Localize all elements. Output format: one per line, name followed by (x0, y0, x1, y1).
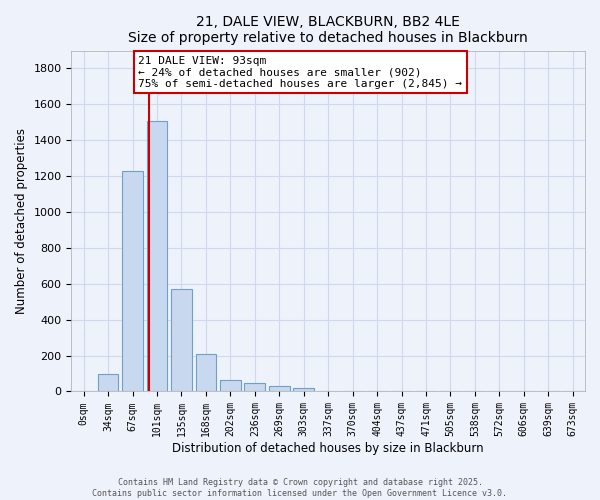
Bar (293, 388, 314, 392)
Bar (244, 384, 265, 392)
Text: 21 DALE VIEW: 93sqm
← 24% of detached houses are smaller (902)
75% of semi-detac: 21 DALE VIEW: 93sqm ← 24% of detached ho… (138, 56, 462, 89)
Bar (98, 374, 118, 392)
Bar (146, 120, 167, 392)
Text: Contains HM Land Registry data © Crown copyright and database right 2025.
Contai: Contains HM Land Registry data © Crown c… (92, 478, 508, 498)
X-axis label: Distribution of detached houses by size in Blackburn: Distribution of detached houses by size … (172, 442, 484, 455)
Y-axis label: Number of detached properties: Number of detached properties (15, 128, 28, 314)
Bar (269, 386, 290, 392)
Bar (196, 354, 217, 392)
Title: 21, DALE VIEW, BLACKBURN, BB2 4LE
Size of property relative to detached houses i: 21, DALE VIEW, BLACKBURN, BB2 4LE Size o… (128, 15, 528, 45)
Bar (171, 289, 192, 392)
Bar (220, 380, 241, 392)
Bar (122, 171, 143, 392)
